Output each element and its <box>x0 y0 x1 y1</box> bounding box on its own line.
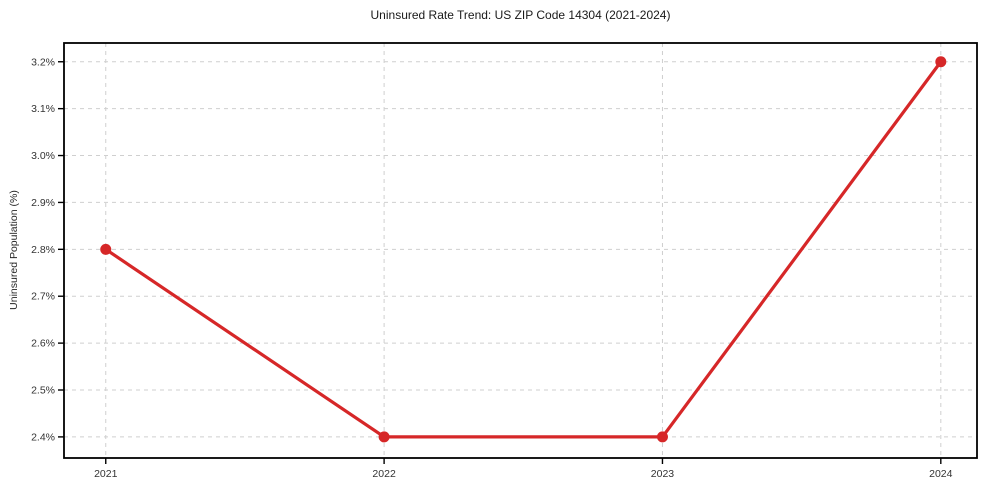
chart-title: Uninsured Rate Trend: US ZIP Code 14304 … <box>370 8 671 22</box>
y-tick-label: 2.9% <box>31 197 55 209</box>
plot-border <box>63 42 978 459</box>
y-tick-label: 2.8% <box>31 244 55 256</box>
x-tick-label: 2021 <box>94 468 118 480</box>
y-tick-label: 2.6% <box>31 338 55 350</box>
data-point <box>378 431 390 443</box>
x-tick-label: 2022 <box>372 468 396 480</box>
y-tick-label: 2.7% <box>31 291 55 303</box>
y-tick-label: 3.0% <box>31 150 55 162</box>
y-tick-label: 2.5% <box>31 385 55 397</box>
data-point <box>935 56 947 68</box>
data-point <box>656 431 668 443</box>
data-point <box>100 243 112 255</box>
x-tick-label: 2023 <box>651 468 675 480</box>
y-tick-label: 3.2% <box>31 56 55 68</box>
trend-line <box>104 60 943 439</box>
y-tick-label: 2.4% <box>31 431 55 443</box>
x-tick-label: 2024 <box>929 468 953 480</box>
y-tick-label: 3.1% <box>31 103 55 115</box>
